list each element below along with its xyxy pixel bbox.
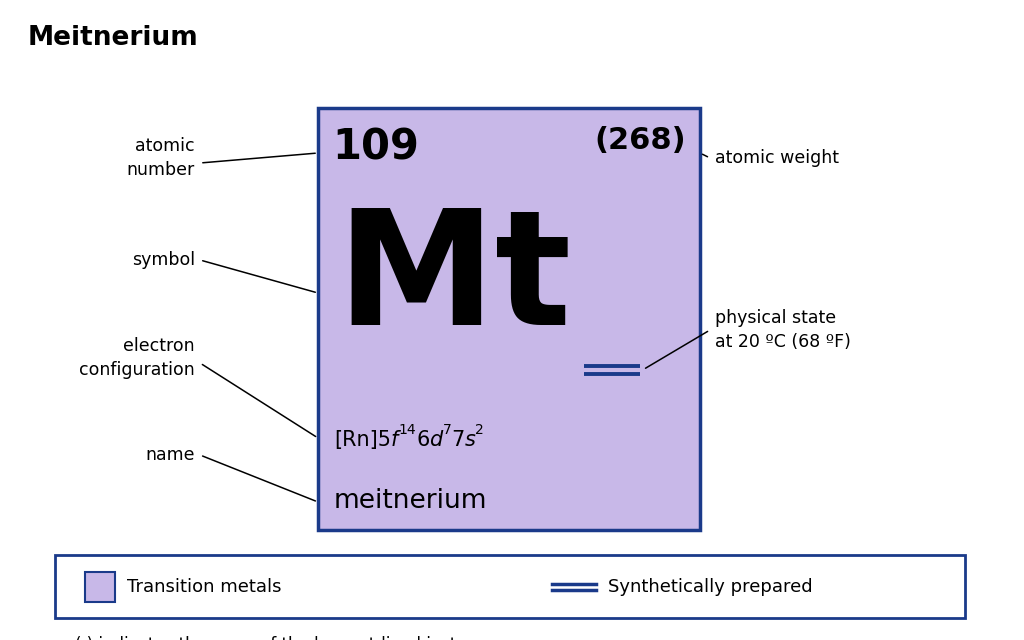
Text: 7: 7 xyxy=(442,423,452,437)
Text: 2: 2 xyxy=(475,423,484,437)
Text: electron
configuration: electron configuration xyxy=(79,337,195,379)
Text: name: name xyxy=(145,446,195,464)
Text: Mt: Mt xyxy=(336,203,571,358)
Text: 6: 6 xyxy=(416,430,429,450)
Text: atomic weight: atomic weight xyxy=(715,149,839,167)
Text: 14: 14 xyxy=(398,423,416,437)
Text: Synthetically prepared: Synthetically prepared xyxy=(607,577,812,595)
Text: f: f xyxy=(391,430,398,450)
Text: atomic
number: atomic number xyxy=(127,137,195,179)
Bar xyxy=(85,572,115,602)
Text: d: d xyxy=(429,430,442,450)
Text: physical state
at 20 ºC (68 ºF): physical state at 20 ºC (68 ºF) xyxy=(715,309,851,351)
Text: (268): (268) xyxy=(594,126,686,155)
Text: meitnerium: meitnerium xyxy=(334,488,487,514)
Bar xyxy=(55,555,965,618)
Text: Transition metals: Transition metals xyxy=(127,577,282,595)
Text: Meitnerium: Meitnerium xyxy=(28,25,199,51)
Text: 109: 109 xyxy=(332,126,419,168)
Bar xyxy=(318,108,700,530)
Text: symbol: symbol xyxy=(132,251,195,269)
Text: 7: 7 xyxy=(452,430,465,450)
Text: s: s xyxy=(465,430,475,450)
Text: ( ) indicates the mass of the longest-lived isotope.: ( ) indicates the mass of the longest-li… xyxy=(75,636,493,640)
Text: [Rn]5: [Rn]5 xyxy=(334,430,391,450)
